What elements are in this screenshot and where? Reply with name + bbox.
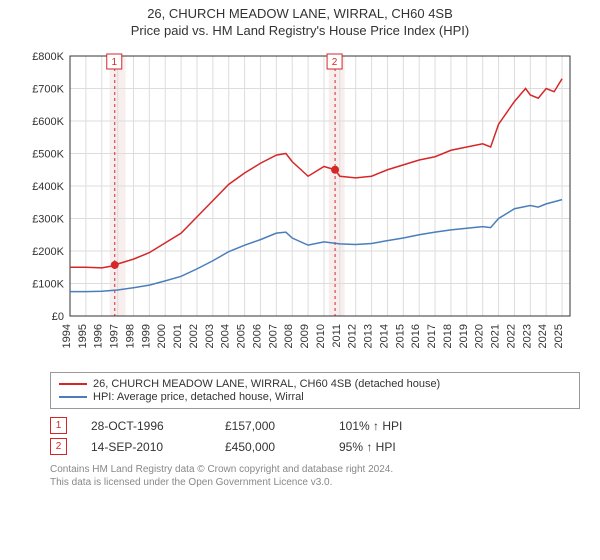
footer-line: Contains HM Land Registry data © Crown c… <box>50 463 580 476</box>
legend-label: 26, CHURCH MEADOW LANE, WIRRAL, CH60 4SB… <box>93 378 440 390</box>
title-address: 26, CHURCH MEADOW LANE, WIRRAL, CH60 4SB <box>0 6 600 21</box>
svg-text:2016: 2016 <box>410 324 422 348</box>
legend-swatch <box>59 383 87 385</box>
svg-text:2015: 2015 <box>394 324 406 348</box>
svg-text:2008: 2008 <box>283 324 295 348</box>
legend-swatch <box>59 396 87 398</box>
svg-text:2012: 2012 <box>347 324 359 348</box>
svg-text:2023: 2023 <box>521 324 533 348</box>
sale-date: 28-OCT-1996 <box>91 419 201 433</box>
line-chart: £0 £100K £200K £300K £400K £500K £600K £700K £80… <box>20 46 580 366</box>
svg-text:1999: 1999 <box>140 324 152 348</box>
svg-text:2025: 2025 <box>553 324 565 348</box>
svg-text:2021: 2021 <box>490 324 502 348</box>
svg-text:1: 1 <box>111 57 117 68</box>
svg-text:£700K: £700K <box>32 84 64 96</box>
svg-text:£800K: £800K <box>32 51 64 63</box>
legend-item: 26, CHURCH MEADOW LANE, WIRRAL, CH60 4SB… <box>59 378 571 390</box>
svg-text:2018: 2018 <box>442 324 454 348</box>
sale-date: 14-SEP-2010 <box>91 440 201 454</box>
sale-marker-icon: 1 <box>50 417 67 434</box>
svg-text:2024: 2024 <box>537 324 549 348</box>
svg-text:2006: 2006 <box>251 324 263 348</box>
svg-text:£500K: £500K <box>32 149 64 161</box>
svg-text:1997: 1997 <box>109 324 121 348</box>
svg-text:2011: 2011 <box>331 324 343 348</box>
sale-row: 2 14-SEP-2010 £450,000 95% ↑ HPI <box>50 438 580 455</box>
svg-text:2010: 2010 <box>315 324 327 348</box>
footer-line: This data is licensed under the Open Gov… <box>50 476 580 489</box>
svg-text:£400K: £400K <box>32 181 64 193</box>
svg-text:2014: 2014 <box>378 324 390 348</box>
sale-hpi: 95% ↑ HPI <box>339 440 396 454</box>
svg-text:1995: 1995 <box>77 324 89 348</box>
svg-text:2020: 2020 <box>474 324 486 348</box>
svg-text:2017: 2017 <box>426 324 438 348</box>
svg-text:£600K: £600K <box>32 116 64 128</box>
title-subtitle: Price paid vs. HM Land Registry's House … <box>0 23 600 38</box>
sales-table: 1 28-OCT-1996 £157,000 101% ↑ HPI 2 14-S… <box>50 417 580 455</box>
svg-text:2007: 2007 <box>267 324 279 348</box>
legend-label: HPI: Average price, detached house, Wirr… <box>93 391 304 403</box>
svg-text:£100K: £100K <box>32 279 64 291</box>
svg-text:£200K: £200K <box>32 246 64 258</box>
svg-text:£0: £0 <box>52 311 64 323</box>
sale-hpi: 101% ↑ HPI <box>339 419 402 433</box>
chart-area: £0 £100K £200K £300K £400K £500K £600K £700K £80… <box>20 46 580 366</box>
sale-price: £450,000 <box>225 440 315 454</box>
legend-item: HPI: Average price, detached house, Wirr… <box>59 391 571 403</box>
svg-text:1998: 1998 <box>124 324 136 348</box>
svg-text:2009: 2009 <box>299 324 311 348</box>
footer-attribution: Contains HM Land Registry data © Crown c… <box>50 463 580 489</box>
legend: 26, CHURCH MEADOW LANE, WIRRAL, CH60 4SB… <box>50 372 580 409</box>
svg-text:2013: 2013 <box>363 324 375 348</box>
svg-text:2001: 2001 <box>172 324 184 348</box>
svg-text:1996: 1996 <box>93 324 105 348</box>
svg-text:2003: 2003 <box>204 324 216 348</box>
svg-text:1994: 1994 <box>61 324 73 348</box>
chart-titles: 26, CHURCH MEADOW LANE, WIRRAL, CH60 4SB… <box>0 0 600 38</box>
sale-marker-icon: 2 <box>50 438 67 455</box>
svg-text:2002: 2002 <box>188 324 200 348</box>
svg-text:£300K: £300K <box>32 214 64 226</box>
svg-text:2004: 2004 <box>220 324 232 348</box>
svg-text:2000: 2000 <box>156 324 168 348</box>
sale-row: 1 28-OCT-1996 £157,000 101% ↑ HPI <box>50 417 580 434</box>
svg-text:2022: 2022 <box>505 324 517 348</box>
svg-text:2: 2 <box>332 57 338 68</box>
svg-text:2005: 2005 <box>236 324 248 348</box>
sale-price: £157,000 <box>225 419 315 433</box>
svg-text:2019: 2019 <box>458 324 470 348</box>
